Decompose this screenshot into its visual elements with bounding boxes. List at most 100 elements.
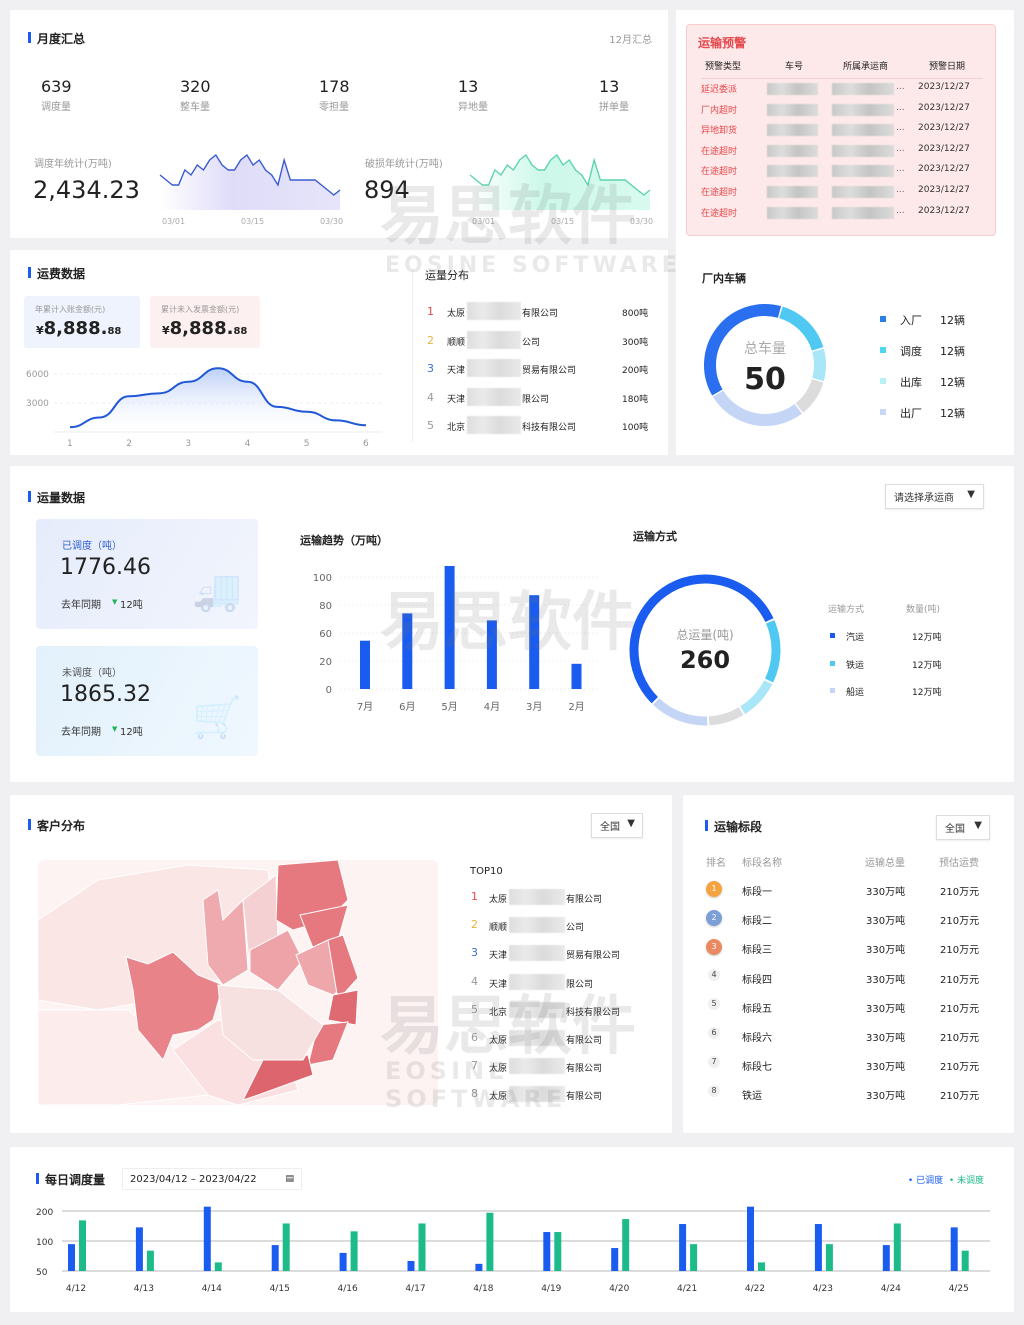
company-volume: 200吨: [622, 366, 649, 376]
x-tick: 4/17: [405, 1284, 425, 1294]
donut-segment: [795, 378, 824, 413]
date-range-picker[interactable]: 2023/04/12 – 2023/04/22 ▤: [122, 1168, 302, 1190]
panel-title: 每日调度量: [36, 1171, 105, 1188]
section-name: 标段四: [742, 974, 772, 986]
rank-badge: 4: [708, 968, 720, 981]
ellipsis: ...: [896, 123, 905, 134]
company-redacted: [467, 359, 521, 377]
company-suffix: 限公司: [566, 979, 594, 990]
carrier-select[interactable]: 请选择承运商 ▼: [885, 484, 984, 509]
volume-card-label: 未调度（吨）: [62, 668, 122, 679]
bar: [360, 640, 370, 689]
company-volume: 180吨: [622, 394, 649, 405]
bar-undispatched: [893, 1223, 901, 1271]
header-carrier: 所属承运商: [843, 62, 889, 72]
medal-icon: 1: [706, 881, 722, 897]
bar-dispatched: [407, 1260, 415, 1271]
company-volume: 100吨: [622, 423, 649, 433]
section-total: 330万吨: [866, 916, 906, 928]
region-select[interactable]: 全国 ▼: [936, 815, 990, 840]
bar-dispatched: [679, 1224, 687, 1271]
company-redacted: [509, 917, 565, 934]
bar-dispatched: [747, 1206, 754, 1271]
stat-value: 178: [319, 77, 350, 96]
section-fee: 210万元: [940, 887, 980, 898]
panel-title: 运费数据: [28, 265, 85, 282]
carrier-redacted: [832, 186, 894, 198]
stat-label: 调度量: [41, 102, 71, 113]
y-tick: 100: [313, 573, 332, 584]
header-rank: 排名: [706, 858, 726, 869]
panel-title: 运量数据: [28, 489, 85, 506]
company-prefix: 顺顺: [447, 337, 466, 348]
damage-sparkline: 03/01 03/15 03/30: [469, 153, 653, 226]
trend-bar-chart: 02060801001207月6月5月4月3月2月: [313, 566, 600, 713]
company-redacted: [509, 973, 565, 990]
company-prefix: 太原: [447, 309, 466, 319]
cart-icon: 🛒: [192, 695, 242, 741]
x-tick: 1: [67, 439, 73, 449]
company-prefix: 天津: [489, 951, 508, 962]
carrier-redacted: [832, 83, 894, 95]
damage-value: 894: [364, 176, 410, 204]
header-date: 预警日期: [929, 62, 966, 72]
header-total: 运输总量: [865, 858, 905, 869]
section-total: 330万吨: [866, 1033, 906, 1044]
daily-panel: 每日调度量 2023/04/12 – 2023/04/22 ▤ • 已调度 • …: [10, 1147, 1014, 1312]
truck-icon: 🚚: [192, 568, 242, 614]
plate-redacted: [767, 103, 818, 116]
section-name: 标段七: [742, 1062, 772, 1074]
y-tick: 100: [36, 1238, 53, 1248]
bar-undispatched: [758, 1262, 765, 1271]
legend-value: 12万吨: [912, 660, 942, 671]
company-redacted: [509, 1030, 565, 1046]
bar-undispatched: [961, 1250, 969, 1271]
section-total: 330万吨: [866, 974, 906, 986]
bar-undispatched: [825, 1244, 833, 1271]
donut-segment: [704, 304, 782, 396]
sparkline-x-tick: 03/15: [241, 217, 264, 226]
company-suffix: 有限公司: [566, 1092, 603, 1103]
section-total: 330万吨: [866, 1091, 906, 1103]
x-tick: 4/13: [134, 1284, 154, 1294]
bar-dispatched: [135, 1227, 143, 1271]
warning-date: 2023/12/27: [918, 205, 970, 216]
stat-label: 零担量: [319, 102, 349, 113]
x-tick: 4: [245, 439, 251, 449]
plate-redacted: [767, 83, 818, 95]
section-name: 标段三: [742, 945, 772, 957]
top10-title: TOP10: [470, 866, 503, 877]
amount-value: ¥8,888.88: [162, 318, 247, 339]
area-fill: [70, 368, 366, 432]
mode-col-header: 运输方式: [828, 605, 865, 615]
x-tick: 4/23: [813, 1284, 833, 1294]
section-name: 铁运: [742, 1091, 762, 1103]
vehicles-title: 厂内车辆: [702, 272, 746, 285]
rank-badge: 6: [708, 1027, 720, 1039]
warning-type: 延迟委派: [701, 85, 738, 95]
amount-dec: 88: [233, 326, 248, 337]
legend-swatch: [830, 633, 835, 638]
freight-panel: 运费数据 年累计入账金额(元) ¥8,888.88 累计未入发票金额(元) ¥8,88…: [10, 250, 668, 455]
x-tick: 6月: [399, 701, 415, 713]
donut-segment: [629, 574, 774, 704]
x-tick: 4/12: [66, 1284, 86, 1294]
company-prefix: 太原: [489, 1064, 508, 1075]
region-select[interactable]: 全国 ▼: [591, 813, 643, 838]
vehicles-total: 50: [744, 362, 786, 397]
legend-value: 12辆: [940, 407, 965, 420]
bar-undispatched: [350, 1231, 358, 1271]
customer-map[interactable]: [38, 860, 438, 1105]
section-fee: 210万元: [940, 1003, 980, 1015]
date-end: 2023/04/22: [199, 1174, 257, 1185]
y-tick: 3000: [26, 399, 49, 409]
header-name: 标段名称: [742, 858, 782, 869]
x-tick: 2月: [568, 701, 584, 713]
carrier-redacted: [832, 144, 894, 157]
donut-segment: [712, 390, 802, 426]
rank: 5: [427, 419, 434, 432]
mode-col-header: 数量(吨): [906, 605, 941, 615]
delta-value: 12吨: [120, 727, 143, 738]
bar-undispatched: [214, 1262, 222, 1271]
bar: [402, 613, 413, 689]
